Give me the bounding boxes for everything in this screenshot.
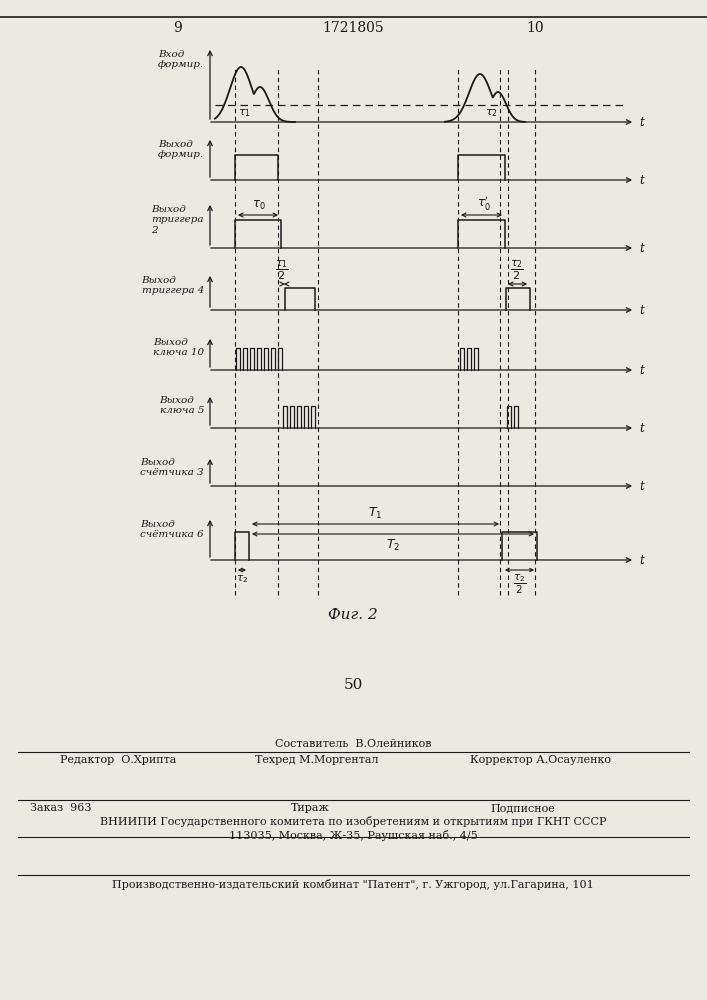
Text: $\tau_0'$: $\tau_0'$	[477, 194, 491, 212]
Text: Выход
ключа 5: Выход ключа 5	[160, 396, 204, 415]
Text: Фиг. 2: Фиг. 2	[328, 608, 378, 622]
Text: $\dfrac{\tau_2}{2}$: $\dfrac{\tau_2}{2}$	[510, 259, 524, 282]
Text: 1721805: 1721805	[322, 21, 384, 35]
Text: Вход
формир.: Вход формир.	[158, 50, 204, 69]
Text: Выход
счётчика 3: Выход счётчика 3	[141, 458, 204, 477]
Text: t: t	[639, 363, 644, 376]
Text: 50: 50	[344, 678, 363, 692]
Text: $\tau_1$: $\tau_1$	[238, 107, 251, 119]
Text: 9: 9	[174, 21, 182, 35]
Text: Тираж: Тираж	[291, 803, 329, 813]
Text: $\tau_0$: $\tau_0$	[252, 199, 265, 212]
Text: ВНИИПИ Государственного комитета по изобретениям и открытиям при ГКНТ СССР: ВНИИПИ Государственного комитета по изоб…	[100, 816, 606, 827]
Text: t: t	[639, 174, 644, 186]
Text: 113035, Москва, Ж-35, Раушская наб., 4/5: 113035, Москва, Ж-35, Раушская наб., 4/5	[228, 830, 477, 841]
Text: Выход
триггера
2: Выход триггера 2	[151, 205, 204, 235]
Text: $T_2$: $T_2$	[386, 538, 400, 553]
Text: $\dfrac{\tau_1}{2}$: $\dfrac{\tau_1}{2}$	[274, 259, 288, 282]
Text: Составитель  В.Олейников: Составитель В.Олейников	[275, 739, 431, 749]
Text: t: t	[639, 554, 644, 566]
Text: t: t	[639, 115, 644, 128]
Text: $\tau_2$: $\tau_2$	[485, 107, 498, 119]
Text: Корректор А.Осауленко: Корректор А.Осауленко	[470, 755, 611, 765]
Text: Редактор  О.Хрипта: Редактор О.Хрипта	[60, 755, 176, 765]
Text: Выход
формир.: Выход формир.	[158, 140, 204, 159]
Text: 10: 10	[526, 21, 544, 35]
Text: Заказ  963: Заказ 963	[30, 803, 91, 813]
Text: t: t	[639, 480, 644, 492]
Text: Подписное: Подписное	[490, 803, 555, 813]
Text: Выход
ключа 10: Выход ключа 10	[153, 338, 204, 357]
Text: t: t	[639, 241, 644, 254]
Text: Производственно-издательский комбинат "Патент", г. Ужгород, ул.Гагарина, 101: Производственно-издательский комбинат "П…	[112, 879, 594, 890]
Text: t: t	[639, 422, 644, 434]
Text: $\dfrac{\tau_2}{2}$: $\dfrac{\tau_2}{2}$	[513, 573, 526, 596]
Text: Выход
триггера 4: Выход триггера 4	[141, 276, 204, 295]
Text: $\tau_2$: $\tau_2$	[236, 573, 248, 585]
Text: Техред М.Моргентал: Техред М.Моргентал	[255, 755, 378, 765]
Text: Выход
счётчика 6: Выход счётчика 6	[141, 520, 204, 539]
Text: $T_1$: $T_1$	[368, 506, 382, 521]
Text: t: t	[639, 304, 644, 316]
